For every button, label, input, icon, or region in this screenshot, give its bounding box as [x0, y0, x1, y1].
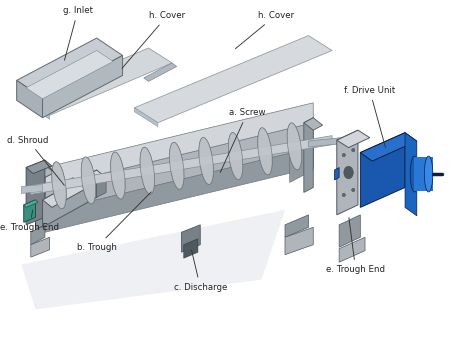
- Polygon shape: [26, 48, 172, 115]
- Ellipse shape: [52, 162, 66, 209]
- Polygon shape: [360, 133, 417, 161]
- Polygon shape: [184, 239, 198, 258]
- Text: d. Shroud: d. Shroud: [7, 136, 64, 185]
- Polygon shape: [285, 227, 313, 255]
- Polygon shape: [26, 50, 113, 99]
- Polygon shape: [309, 137, 346, 147]
- Text: f. Drive Unit: f. Drive Unit: [344, 86, 395, 147]
- Ellipse shape: [170, 142, 184, 189]
- Ellipse shape: [140, 147, 155, 194]
- Ellipse shape: [110, 152, 125, 199]
- Ellipse shape: [199, 137, 213, 184]
- Ellipse shape: [424, 156, 433, 192]
- Text: h. Cover: h. Cover: [236, 11, 293, 49]
- Ellipse shape: [140, 147, 155, 194]
- Polygon shape: [339, 215, 360, 247]
- Polygon shape: [24, 200, 36, 222]
- Polygon shape: [414, 157, 433, 191]
- Polygon shape: [304, 118, 313, 192]
- Ellipse shape: [170, 142, 184, 189]
- Polygon shape: [144, 63, 177, 81]
- Text: e. Trough End: e. Trough End: [0, 210, 59, 232]
- Polygon shape: [43, 170, 97, 227]
- Ellipse shape: [258, 128, 272, 175]
- Ellipse shape: [342, 193, 346, 197]
- Ellipse shape: [342, 153, 346, 157]
- Polygon shape: [36, 165, 55, 178]
- Text: e. Trough End: e. Trough End: [326, 218, 385, 274]
- Ellipse shape: [81, 157, 96, 204]
- Polygon shape: [31, 136, 332, 195]
- Polygon shape: [97, 178, 106, 197]
- Ellipse shape: [52, 162, 66, 209]
- Polygon shape: [290, 140, 313, 182]
- Ellipse shape: [228, 133, 243, 180]
- Polygon shape: [339, 237, 365, 262]
- Polygon shape: [45, 103, 313, 187]
- Ellipse shape: [352, 188, 355, 192]
- Polygon shape: [36, 165, 45, 230]
- Polygon shape: [64, 178, 73, 207]
- Polygon shape: [31, 225, 45, 245]
- Polygon shape: [21, 185, 43, 193]
- Polygon shape: [17, 80, 43, 118]
- Polygon shape: [335, 168, 339, 180]
- Ellipse shape: [352, 148, 355, 152]
- Ellipse shape: [287, 123, 301, 170]
- Polygon shape: [337, 130, 358, 215]
- Text: g. Inlet: g. Inlet: [63, 6, 93, 60]
- Ellipse shape: [410, 156, 419, 192]
- Text: a. Screw: a. Screw: [220, 108, 265, 173]
- Ellipse shape: [81, 157, 96, 204]
- Ellipse shape: [344, 136, 348, 144]
- Polygon shape: [43, 55, 123, 118]
- Polygon shape: [304, 118, 323, 130]
- Polygon shape: [45, 148, 313, 232]
- Ellipse shape: [199, 137, 213, 184]
- Polygon shape: [21, 210, 285, 310]
- Text: h. Cover: h. Cover: [122, 11, 185, 68]
- Ellipse shape: [258, 128, 272, 175]
- Polygon shape: [134, 108, 158, 127]
- Polygon shape: [26, 160, 45, 225]
- Polygon shape: [182, 225, 200, 252]
- Polygon shape: [31, 237, 50, 257]
- Ellipse shape: [287, 123, 301, 170]
- Text: c. Discharge: c. Discharge: [173, 250, 227, 291]
- Polygon shape: [43, 170, 106, 207]
- Text: b. Trough: b. Trough: [77, 192, 151, 252]
- Polygon shape: [24, 200, 38, 207]
- Polygon shape: [45, 123, 313, 212]
- Polygon shape: [26, 160, 52, 174]
- Polygon shape: [17, 38, 123, 98]
- Polygon shape: [360, 133, 405, 207]
- Polygon shape: [337, 130, 370, 148]
- Ellipse shape: [110, 152, 125, 199]
- Polygon shape: [134, 36, 332, 123]
- Polygon shape: [285, 215, 309, 237]
- Ellipse shape: [228, 133, 243, 180]
- Ellipse shape: [344, 166, 353, 179]
- Polygon shape: [405, 133, 417, 216]
- Polygon shape: [26, 100, 50, 119]
